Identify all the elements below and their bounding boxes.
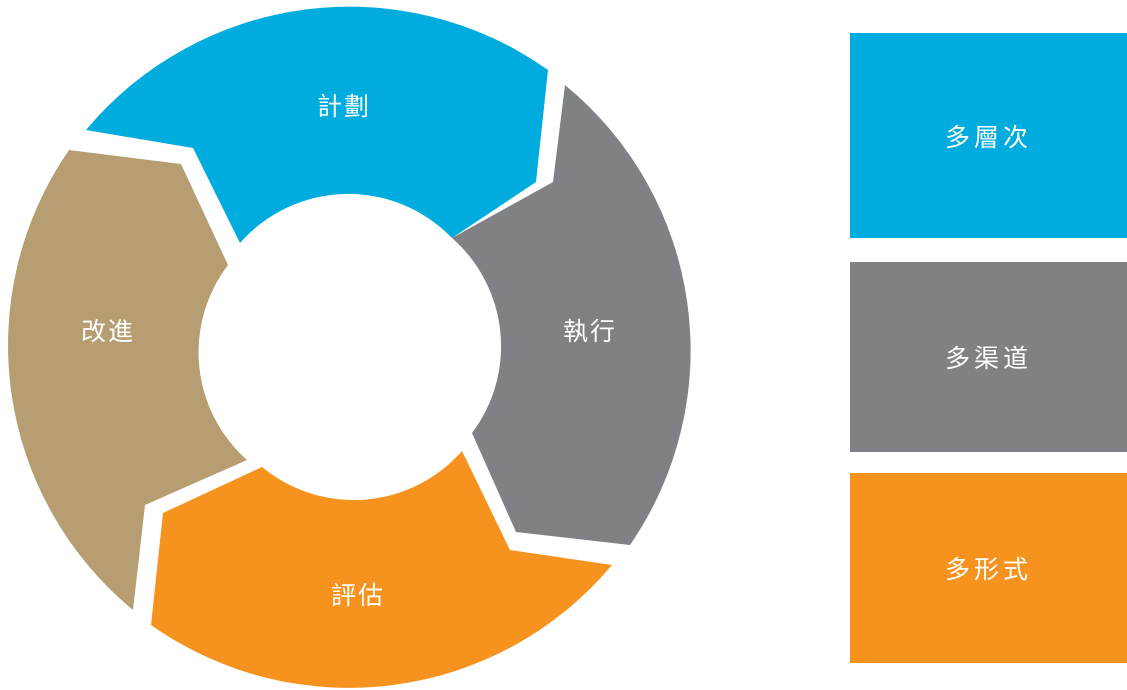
multi-channel-box: 多渠道	[850, 262, 1127, 452]
plan-segment	[86, 6, 548, 243]
multi-level-label: 多層次	[944, 122, 1032, 152]
plan-label: 計劃	[317, 92, 371, 121]
multi-format-box: 多形式	[850, 473, 1127, 663]
cycle-diagram: 計劃 執行 評估 改進	[8, 6, 691, 688]
evaluate-segment	[151, 451, 612, 688]
improve-segment	[8, 150, 248, 610]
execute-label: 執行	[563, 317, 617, 346]
improve-label: 改進	[81, 317, 135, 346]
execute-segment	[452, 85, 691, 545]
multi-format-label: 多形式	[944, 555, 1032, 584]
multi-level-box: 多層次	[850, 33, 1127, 238]
multi-channel-label: 多渠道	[944, 344, 1032, 373]
evaluate-label: 評估	[331, 581, 385, 610]
